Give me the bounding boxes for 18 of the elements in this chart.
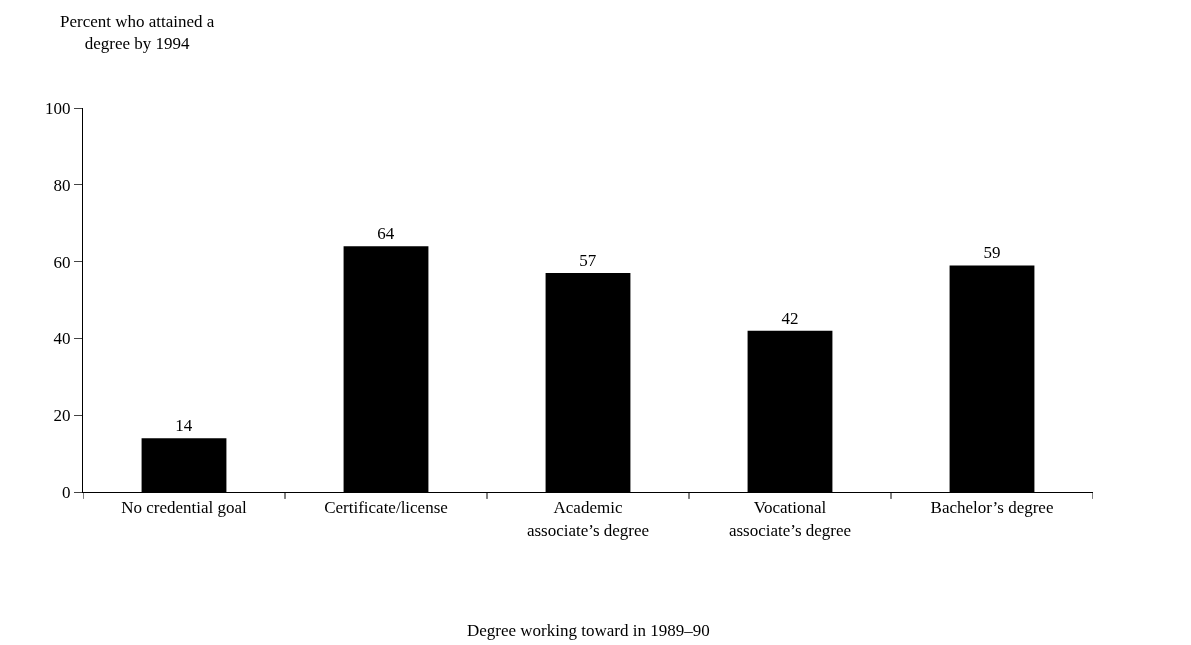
data-label: 42 <box>781 308 799 328</box>
y-tick-label: 60 <box>53 252 71 272</box>
x-axis-title: Degree working toward in 1989–90 <box>467 621 710 640</box>
y-axis-title: Percent who attained a degree by 1994 <box>60 12 215 54</box>
y-tick-label: 0 <box>62 482 71 502</box>
y-tick-label: 40 <box>53 329 71 349</box>
x-tick-label: No credential goal <box>121 498 248 518</box>
data-label: 14 <box>175 416 193 436</box>
x-tick-label: Academic associate’s degree <box>526 498 650 540</box>
data-label: 64 <box>377 224 395 244</box>
data-label: 57 <box>579 251 597 271</box>
x-tick-label: Certificate/license <box>324 498 448 518</box>
x-tick-label: Bachelor’s degree <box>930 498 1054 518</box>
data-label: 59 <box>983 243 1001 263</box>
y-tick-label: 80 <box>53 175 71 195</box>
y-tick-label: 20 <box>53 406 71 426</box>
x-tick-label: Vocational associate’s degree <box>728 498 852 540</box>
y-tick-label: 100 <box>45 98 71 118</box>
